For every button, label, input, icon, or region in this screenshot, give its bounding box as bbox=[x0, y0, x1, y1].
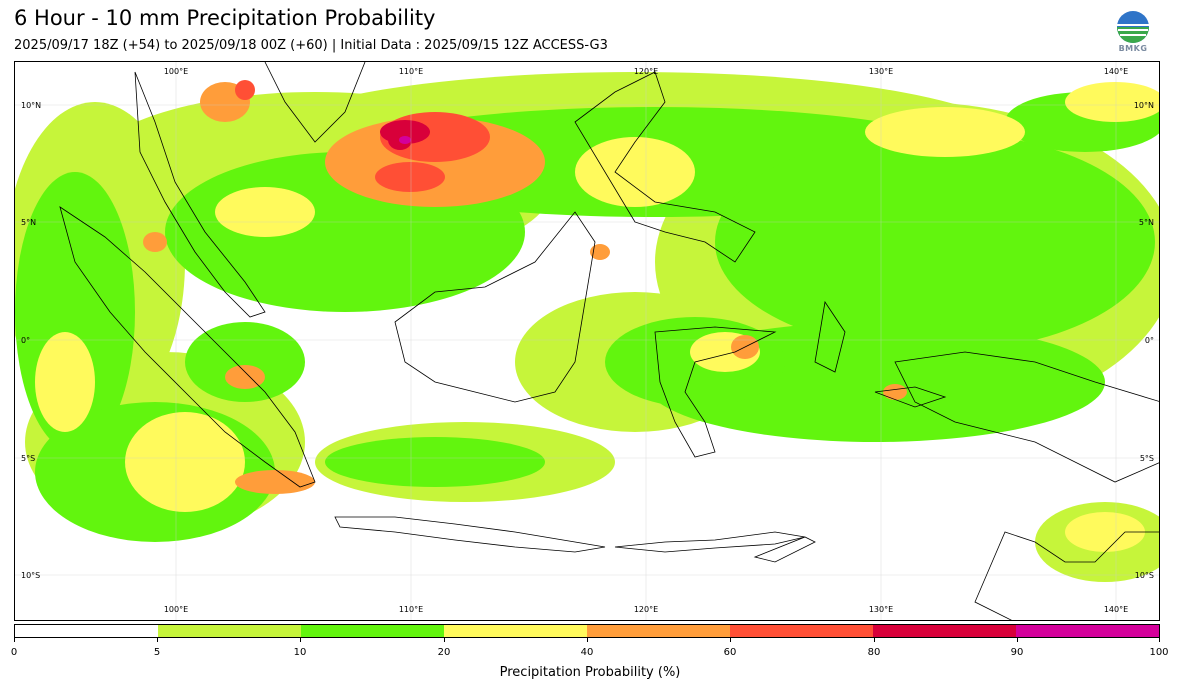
colorbar-tick-mark bbox=[157, 638, 158, 642]
bmkg-logo bbox=[1114, 10, 1152, 54]
colorbar-tick-40: 40 bbox=[580, 647, 594, 658]
colorbar-tick-mark bbox=[14, 638, 15, 642]
colorbar-tick-0: 0 bbox=[10, 647, 18, 658]
colorbar-segment-3 bbox=[444, 625, 587, 637]
lat-label-right-5n: 5°N bbox=[1139, 218, 1154, 227]
colorbar-tick-5: 5 bbox=[153, 647, 161, 658]
colorbar-tick-mark bbox=[730, 638, 731, 642]
lat-label-left-10n: 10°N bbox=[21, 101, 41, 110]
lon-label-bottom-140: 140°E bbox=[1104, 605, 1128, 614]
colorbar-tick-100: 100 bbox=[1149, 647, 1169, 658]
colorbar-segment-1 bbox=[158, 625, 301, 637]
colorbar-segment-6 bbox=[873, 625, 1016, 637]
colorbar bbox=[14, 624, 1160, 638]
colorbar-tick-80: 80 bbox=[867, 647, 881, 658]
colorbar-tick-mark bbox=[874, 638, 875, 642]
lat-label-left-10s: 10°S bbox=[21, 571, 40, 580]
lat-label-left-5n: 5°N bbox=[21, 218, 36, 227]
precipitation-map: 100°E 110°E 120°E 130°E 140°E 100°E 110°… bbox=[14, 61, 1160, 621]
lat-label-left-0: 0° bbox=[21, 336, 30, 345]
colorbar-segment-4 bbox=[587, 625, 730, 637]
precipitation-field bbox=[15, 72, 1159, 582]
lat-label-right-5s: 5°S bbox=[1140, 454, 1154, 463]
colorbar-segment-7 bbox=[1016, 625, 1159, 637]
lat-label-left-5s: 5°S bbox=[21, 454, 35, 463]
colorbar-tick-mark bbox=[1159, 638, 1160, 642]
lon-label-bottom-120: 120°E bbox=[634, 605, 658, 614]
colorbar-label: Precipitation Probability (%) bbox=[499, 665, 681, 680]
chart-subtitle: 2025/09/17 18Z (+54) to 2025/09/18 00Z (… bbox=[14, 38, 608, 53]
lon-label-bottom-100: 100°E bbox=[164, 605, 188, 614]
map-gridlines bbox=[15, 62, 1159, 620]
colorbar-tick-mark bbox=[444, 638, 445, 642]
lat-label-right-10n: 10°N bbox=[1134, 101, 1154, 110]
coastlines bbox=[59, 62, 1159, 620]
colorbar-tick-20: 20 bbox=[437, 647, 451, 658]
colorbar-tick-mark bbox=[300, 638, 301, 642]
colorbar-tick-10: 10 bbox=[293, 647, 307, 658]
lon-label-top-100: 100°E bbox=[164, 67, 188, 76]
chart-title: 6 Hour - 10 mm Precipitation Probability bbox=[14, 6, 436, 30]
lon-label-bottom-130: 130°E bbox=[869, 605, 893, 614]
logo-text: BMKG bbox=[1118, 44, 1148, 53]
colorbar-segment-0 bbox=[15, 625, 158, 637]
colorbar-tick-mark bbox=[1017, 638, 1018, 642]
lat-label-right-0: 0° bbox=[1145, 336, 1154, 345]
lon-label-top-120: 120°E bbox=[634, 67, 658, 76]
colorbar-tick-60: 60 bbox=[723, 647, 737, 658]
lon-label-top-140: 140°E bbox=[1104, 67, 1128, 76]
lon-label-bottom-110: 110°E bbox=[399, 605, 423, 614]
colorbar-tick-mark bbox=[587, 638, 588, 642]
lon-label-top-130: 130°E bbox=[869, 67, 893, 76]
lat-label-right-10s: 10°S bbox=[1135, 571, 1154, 580]
colorbar-segment-5 bbox=[730, 625, 873, 637]
colorbar-tick-90: 90 bbox=[1010, 647, 1024, 658]
colorbar-segment-2 bbox=[301, 625, 444, 637]
lon-label-top-110: 110°E bbox=[399, 67, 423, 76]
